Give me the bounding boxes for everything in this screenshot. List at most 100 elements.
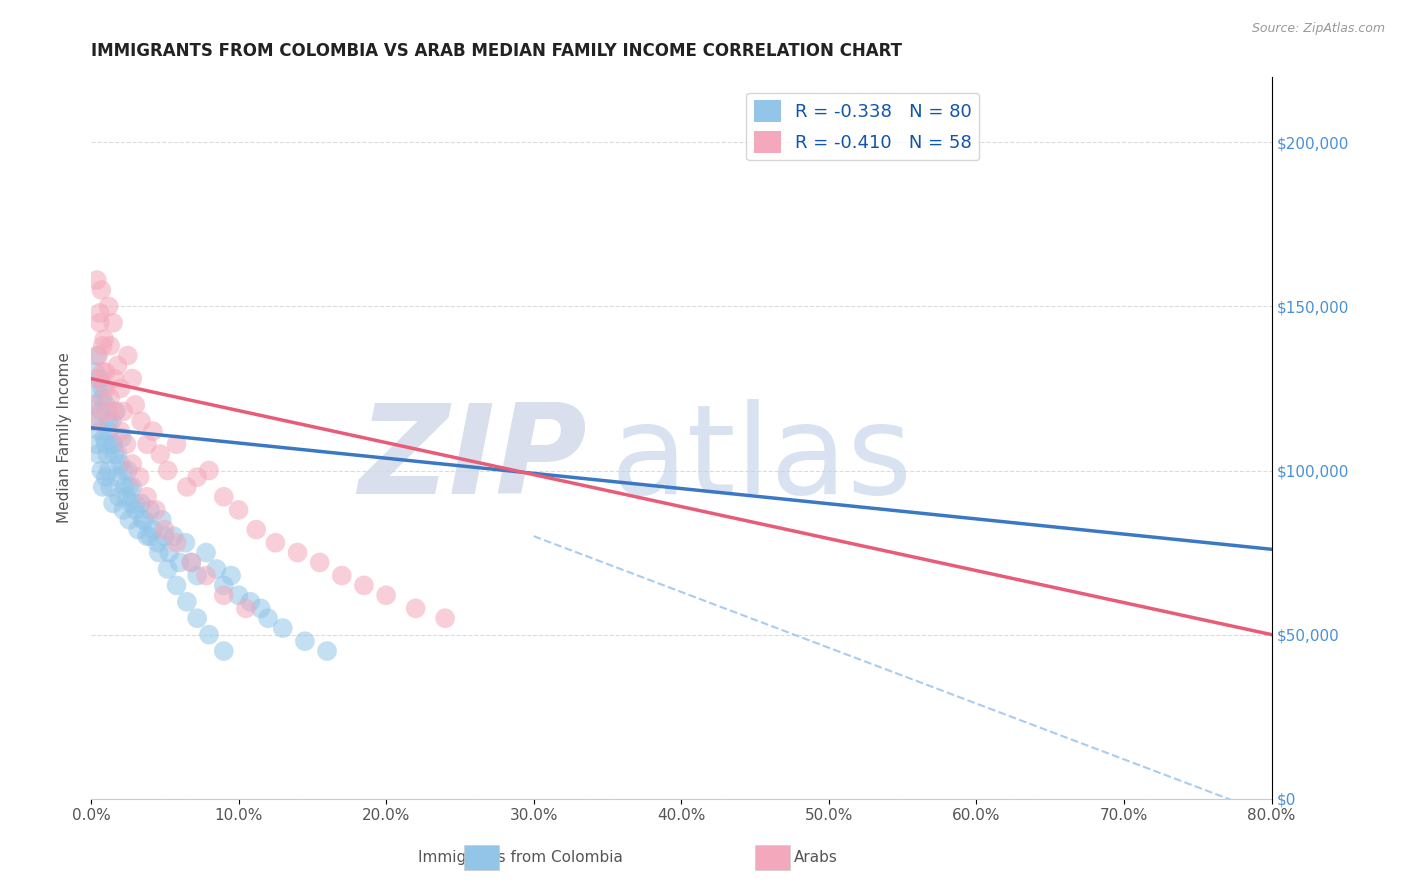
Point bbox=[212, 490, 235, 504]
Point bbox=[156, 562, 179, 576]
Point bbox=[91, 480, 114, 494]
Point bbox=[86, 437, 108, 451]
Point bbox=[166, 437, 188, 451]
Point bbox=[118, 513, 141, 527]
Point bbox=[91, 339, 114, 353]
Point bbox=[110, 457, 132, 471]
Point bbox=[294, 634, 316, 648]
Point bbox=[287, 545, 309, 559]
Point bbox=[219, 568, 242, 582]
Point bbox=[86, 414, 108, 428]
Point bbox=[186, 568, 208, 582]
Point bbox=[89, 424, 111, 438]
Point bbox=[148, 545, 170, 559]
Point bbox=[101, 316, 124, 330]
Point bbox=[169, 556, 191, 570]
Point bbox=[212, 644, 235, 658]
Point bbox=[83, 414, 105, 428]
Point bbox=[93, 332, 115, 346]
Text: Immigrants from Colombia: Immigrants from Colombia bbox=[418, 850, 623, 864]
Point bbox=[136, 437, 159, 451]
Point bbox=[142, 424, 165, 438]
Point bbox=[245, 523, 267, 537]
Point bbox=[101, 437, 124, 451]
Point bbox=[235, 601, 257, 615]
Point bbox=[96, 447, 118, 461]
Point bbox=[103, 371, 125, 385]
Point bbox=[110, 381, 132, 395]
Point bbox=[186, 470, 208, 484]
Point bbox=[180, 556, 202, 570]
Point bbox=[89, 371, 111, 385]
Point bbox=[124, 398, 146, 412]
Point bbox=[105, 404, 128, 418]
Point bbox=[90, 463, 112, 477]
Point bbox=[97, 414, 120, 428]
Point bbox=[84, 371, 107, 385]
Point bbox=[149, 447, 172, 461]
Point bbox=[249, 601, 271, 615]
Point bbox=[94, 398, 117, 412]
Point bbox=[121, 371, 143, 385]
Point bbox=[98, 480, 121, 494]
Point bbox=[86, 273, 108, 287]
Point bbox=[107, 447, 129, 461]
Point bbox=[94, 365, 117, 379]
Point bbox=[198, 463, 221, 477]
Point bbox=[111, 431, 134, 445]
Point bbox=[375, 588, 398, 602]
Text: ZIP: ZIP bbox=[359, 399, 586, 520]
Point bbox=[93, 431, 115, 445]
Point bbox=[129, 496, 152, 510]
Point bbox=[103, 404, 125, 418]
Point bbox=[156, 463, 179, 477]
Point bbox=[94, 437, 117, 451]
Point bbox=[98, 392, 121, 406]
Point bbox=[91, 365, 114, 379]
Point bbox=[145, 503, 167, 517]
Point bbox=[118, 480, 141, 494]
Y-axis label: Median Family Income: Median Family Income bbox=[58, 352, 72, 523]
Point bbox=[136, 490, 159, 504]
Point bbox=[176, 595, 198, 609]
Point bbox=[139, 503, 162, 517]
Text: atlas: atlas bbox=[610, 399, 912, 520]
Point bbox=[110, 424, 132, 438]
Point bbox=[112, 463, 135, 477]
Point bbox=[405, 601, 427, 615]
Point bbox=[212, 578, 235, 592]
Point bbox=[107, 359, 129, 373]
Point bbox=[121, 480, 143, 494]
Point bbox=[89, 306, 111, 320]
Point bbox=[114, 480, 136, 494]
Point bbox=[239, 595, 262, 609]
Point bbox=[166, 535, 188, 549]
Point bbox=[124, 503, 146, 517]
Point bbox=[112, 404, 135, 418]
Point bbox=[186, 611, 208, 625]
Point bbox=[150, 513, 173, 527]
Point bbox=[98, 339, 121, 353]
Text: Source: ZipAtlas.com: Source: ZipAtlas.com bbox=[1251, 22, 1385, 36]
Point bbox=[120, 496, 142, 510]
Point bbox=[136, 529, 159, 543]
Point bbox=[97, 299, 120, 313]
Point bbox=[101, 496, 124, 510]
Point bbox=[198, 627, 221, 641]
Point bbox=[84, 398, 107, 412]
Point bbox=[180, 556, 202, 570]
Point bbox=[90, 283, 112, 297]
Point bbox=[174, 535, 197, 549]
Point bbox=[316, 644, 339, 658]
Point bbox=[103, 447, 125, 461]
Point bbox=[127, 523, 149, 537]
Point bbox=[87, 349, 110, 363]
Point bbox=[228, 503, 250, 517]
Point bbox=[330, 568, 353, 582]
Point bbox=[228, 588, 250, 602]
Point bbox=[86, 349, 108, 363]
Point bbox=[91, 392, 114, 406]
Point bbox=[97, 424, 120, 438]
Point bbox=[308, 556, 330, 570]
Point bbox=[434, 611, 457, 625]
